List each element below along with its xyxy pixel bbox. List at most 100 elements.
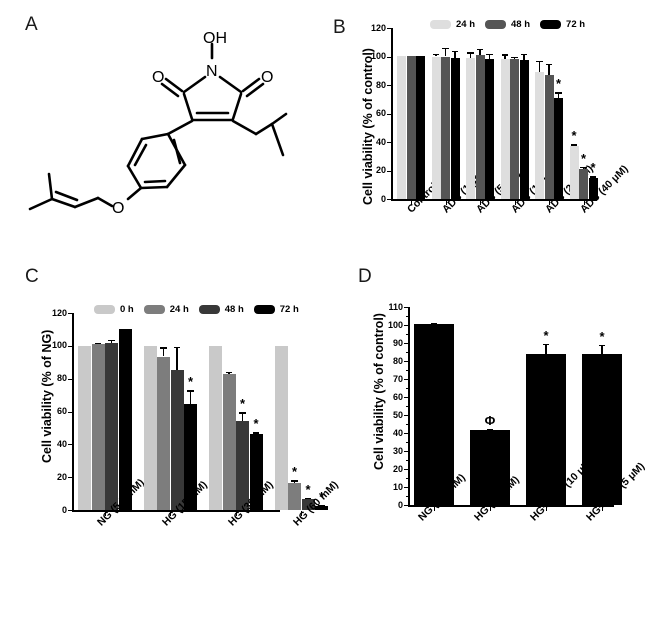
y-tick-40 [67, 444, 73, 446]
bar-B-0-0 [397, 55, 406, 199]
y-minor-tick [405, 316, 409, 317]
error-cap-3-2 [520, 53, 528, 56]
y-axis-line [408, 307, 410, 506]
legend-item-2: 72 h [540, 19, 585, 30]
y-tick-label-70: 70 [392, 373, 403, 384]
y-tick-100 [386, 56, 392, 58]
x-tick-0 [104, 511, 106, 516]
error-cap-0-2 [108, 340, 115, 342]
error-cap-3-0 [501, 54, 509, 56]
error-cap-5-0 [570, 144, 578, 146]
error-bar-3-0 [601, 344, 603, 354]
atom-label-oh: OH [203, 30, 227, 47]
y-tick-120 [67, 313, 73, 314]
y-tick-label-40: 40 [392, 427, 403, 438]
y-tick-80 [386, 85, 392, 86]
error-cap-1-0 [486, 428, 494, 431]
error-cap-1-2 [173, 346, 181, 349]
bar-B-3-0 [500, 58, 510, 199]
y-tick-label-100: 100 [51, 340, 67, 351]
panel-b: B Cell viability (% of control) 0 20 40 60 8… [325, 0, 650, 255]
legend-swatch-3 [253, 305, 275, 314]
bar-C-2-3 [249, 433, 263, 510]
panel-b-letter: B [333, 17, 346, 38]
y-tick-label-20: 20 [392, 463, 403, 474]
error-cap-3-2 [304, 498, 312, 500]
error-cap-2-0 [467, 52, 474, 54]
error-bar-4-2 [557, 92, 560, 98]
x-tick-1 [445, 200, 447, 205]
bar-B-0-1 [406, 55, 416, 199]
error-cap-0-1 [94, 342, 102, 344]
bar-B-0-2 [416, 55, 425, 199]
bar-D-3-0 [582, 353, 622, 505]
error-bar-3-1 [513, 56, 516, 60]
error-cap-5-1 [580, 166, 587, 169]
y-minor-tick [405, 334, 409, 335]
error-bar-2-2 [488, 53, 491, 59]
legend-label-2: 72 h [566, 19, 586, 30]
legend-label-3: 72 h [279, 304, 299, 315]
error-bar-3-2 [523, 53, 525, 61]
bar-C-0-2 [105, 342, 118, 510]
significance-marker-5-0: * [571, 128, 577, 144]
y-tick-label-60: 60 [375, 108, 386, 118]
bar-C-3-2 [301, 499, 315, 510]
panel-b-legend: 24 h 48 h 72 h [430, 19, 595, 30]
bar-C-1-3 [184, 404, 197, 510]
y-axis-line [391, 28, 393, 200]
error-cap-2-1 [476, 48, 484, 51]
legend-item-1: 24 h [143, 304, 189, 315]
significance-marker-5-1: * [580, 150, 587, 166]
y-minor-tick [405, 442, 409, 443]
error-cap-3-1 [291, 480, 298, 482]
y-minor-tick [405, 460, 409, 461]
legend-swatch-1 [485, 20, 507, 29]
error-bar-3-0 [504, 54, 506, 59]
y-tick-label-80: 80 [375, 79, 386, 90]
y-tick-label-80: 80 [392, 355, 403, 366]
y-tick-label-100: 100 [387, 319, 403, 330]
legend-item-0: 0 h [94, 304, 134, 315]
y-tick-label-50: 50 [392, 409, 403, 420]
chemical-structure-adc: OH N O O O [28, 30, 288, 217]
panel-d: D Cell viability (% of control) 0 10 20 30 4… [330, 255, 650, 617]
bar-B-5-1 [579, 169, 588, 199]
x-tick-2 [546, 506, 547, 511]
y-tick-label-60: 60 [392, 391, 403, 402]
atom-label-n: N [206, 63, 218, 80]
error-bar-4-1 [548, 63, 550, 76]
x-tick-1 [490, 506, 491, 511]
error-cap-3-3 [318, 505, 325, 507]
y-minor-tick [405, 415, 409, 416]
bar-C-3-1 [288, 482, 301, 510]
bar-B-4-2 [554, 97, 563, 199]
x-tick-3 [514, 200, 516, 205]
significance-marker-3-2: * [305, 482, 311, 498]
error-cap-1-1 [160, 347, 167, 349]
y-tick-label-40: 40 [375, 136, 386, 147]
y-minor-tick [405, 343, 409, 344]
panel-d-plot: 0 10 20 30 40 50 60 70 80 90 100 110 NG (5.5 mM) Φ HG … [330, 255, 650, 617]
panel-c-plot: 0 20 40 60 80 100 120 NG (5.5 mM) * HG (15 mM) * * H… [0, 255, 341, 617]
error-cap-1-2 [451, 50, 459, 53]
error-cap-2-3 [252, 432, 260, 434]
x-tick-2 [480, 200, 481, 205]
y-tick-60 [67, 411, 73, 413]
significance-marker-2-0: * [543, 327, 549, 343]
panel-a: A [0, 0, 325, 250]
bar-C-2-1 [222, 373, 236, 510]
bar-B-2-1 [475, 55, 485, 199]
x-axis-line [391, 199, 597, 201]
y-tick-40 [386, 142, 392, 143]
y-tick-label-100: 100 [370, 51, 386, 61]
bar-D-2-0 [526, 353, 566, 505]
panel-c: C Cell viability (% of NG) 0 20 40 60 80 100 1… [0, 255, 341, 617]
legend-label-2: 48 h [224, 304, 244, 315]
x-tick-3 [602, 506, 603, 511]
y-tick-label-20: 20 [375, 165, 386, 175]
significance-marker-4-2: * [555, 76, 562, 92]
y-tick-label-80: 80 [56, 373, 67, 384]
legend-swatch-0 [94, 305, 115, 314]
y-minor-tick [405, 352, 409, 353]
